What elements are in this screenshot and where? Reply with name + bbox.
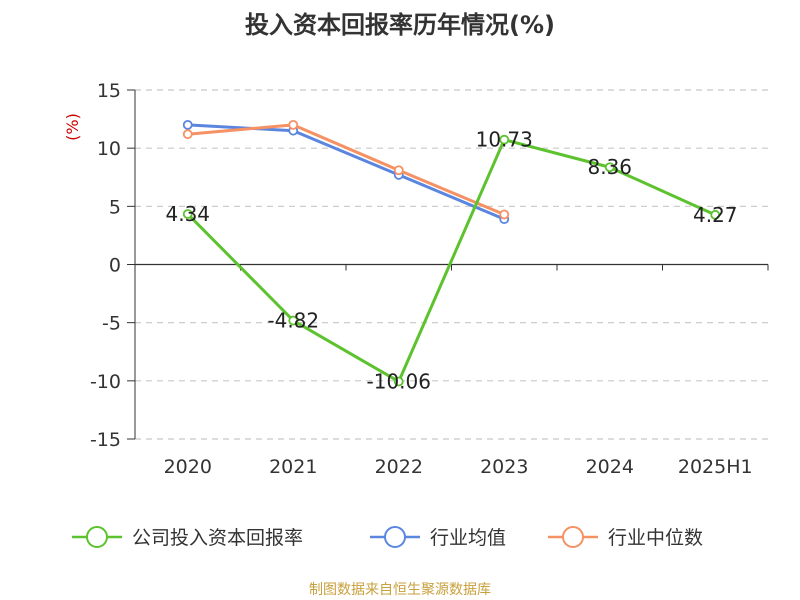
- data-point: [182, 209, 193, 219]
- y-tick-label: 10: [97, 138, 121, 160]
- x-tick-label: 2023: [480, 456, 528, 478]
- data-label: -4.82: [267, 309, 319, 333]
- y-tick-label: 15: [97, 80, 121, 102]
- y-tick-label: -5: [102, 313, 121, 335]
- series-lines: [182, 120, 721, 387]
- x-tick-label: 2020: [164, 456, 212, 478]
- series-line: [186, 138, 716, 384]
- series-line: [187, 123, 505, 221]
- data-labels: 4.34 -4.82 -10.06 10.73 8.36 4.27: [165, 128, 737, 394]
- data-label: 10.73: [476, 128, 533, 152]
- x-tick-label: 2021: [269, 456, 317, 478]
- data-point: [288, 315, 299, 326]
- y-tick-label: -15: [90, 429, 121, 451]
- legend-item[interactable]: 公司投入资本回报率: [72, 526, 303, 549]
- legend-marker-icon: [562, 526, 584, 548]
- data-label: 4.27: [693, 203, 738, 227]
- y-tick-label: 0: [109, 255, 121, 277]
- legend-marker-icon: [86, 526, 108, 548]
- data-point: [499, 134, 510, 145]
- y-tick-label: -10: [90, 371, 121, 393]
- axes: [127, 89, 769, 440]
- legend-marker-icon: [384, 526, 406, 548]
- data-point: [393, 165, 404, 176]
- data-point: [182, 129, 193, 140]
- series-line: [187, 123, 505, 216]
- legend-label: 行业中位数: [608, 527, 703, 549]
- data-point: [499, 209, 510, 220]
- data-point: [182, 120, 193, 130]
- x-tick-label: 2025H1: [678, 456, 753, 478]
- legend[interactable]: 公司投入资本回报率 行业均值 行业中位数: [72, 526, 703, 549]
- y-tick-labels: 15 10 5 0 -5 -10 -15: [90, 80, 121, 451]
- x-tick-labels: 2020 2021 2022 2023 2024 2025H1: [164, 456, 753, 478]
- data-point: [288, 120, 299, 130]
- x-tick-label: 2022: [375, 456, 423, 478]
- y-axis-label: (%): [63, 113, 82, 141]
- data-label: 4.34: [165, 202, 210, 226]
- data-point: [604, 162, 615, 173]
- data-point: [710, 209, 721, 220]
- source-note: 制图数据来自恒生聚源数据库: [309, 582, 491, 598]
- data-point: [393, 376, 404, 387]
- legend-label: 行业均值: [430, 527, 506, 549]
- legend-item[interactable]: 行业中位数: [548, 526, 703, 549]
- x-tick-label: 2024: [586, 456, 634, 478]
- data-label: -10.06: [367, 370, 431, 394]
- legend-item[interactable]: 行业均值: [370, 526, 506, 549]
- chart-title: 投入资本回报率历年情况(%): [245, 11, 555, 39]
- legend-label: 公司投入资本回报率: [132, 527, 303, 549]
- y-tick-label: 5: [109, 196, 121, 218]
- data-label: 8.36: [587, 155, 632, 179]
